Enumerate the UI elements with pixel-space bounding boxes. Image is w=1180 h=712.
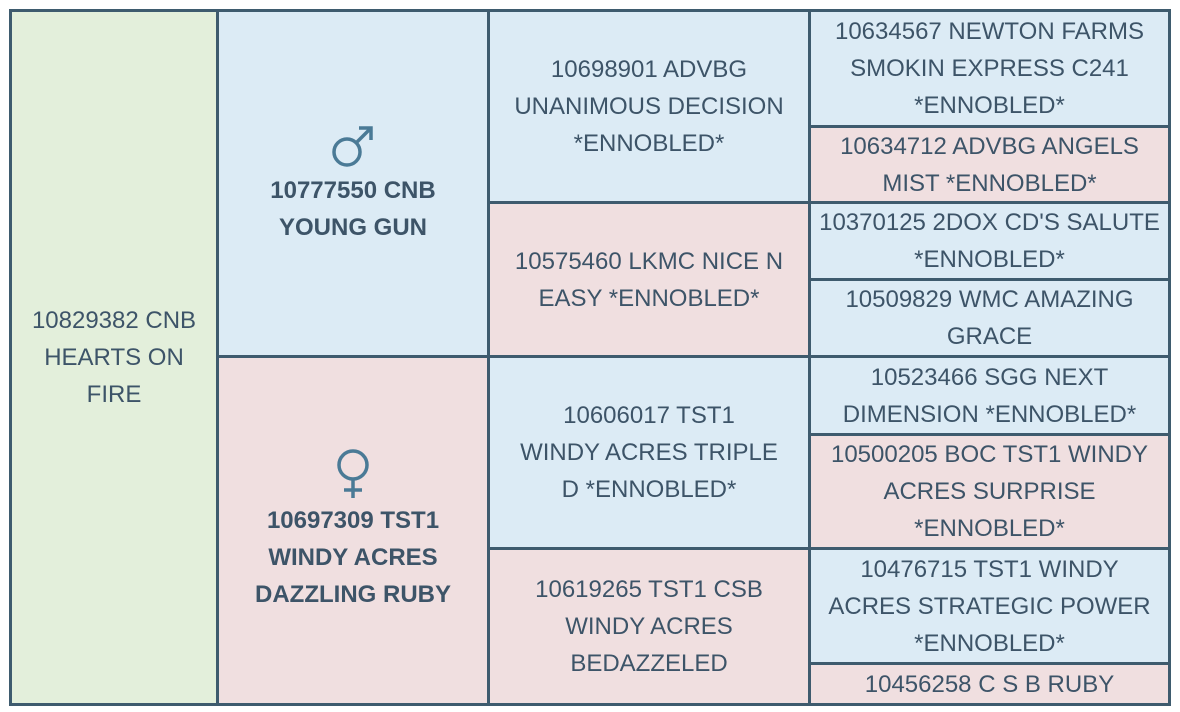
great-grandparent-name: 10634567 NEWTON FARMS SMOKIN EXPRESS C24…: [834, 18, 1144, 119]
dam-cell: 10697309 TST1 WINDY ACRES DAZZLING RUBY: [219, 358, 487, 703]
great-grandparent-cell: 10509829 WMC AMAZING GRACE: [811, 281, 1168, 355]
great-grandparent-cell: 10523466 SGG NEXT DIMENSION *ENNOBLED*: [811, 358, 1168, 433]
great-grandparent-cell: 10476715 TST1 WINDY ACRES STRATEGIC POWE…: [811, 550, 1168, 662]
sire-name: 10777550 CNB YOUNG GUN: [270, 176, 436, 241]
grandparent-cell: 10698901 ADVBG UNANIMOUS DECISION *ENNOB…: [490, 12, 808, 201]
female-symbol: [337, 449, 369, 498]
dam-name: 10697309 TST1 WINDY ACRES DAZZLING RUBY: [255, 507, 451, 608]
grandparent-name: 10619265 TST1 CSB WINDY ACRES BEDAZZELED: [535, 576, 763, 677]
great-grandparent-cell: 10500205 BOC TST1 WINDY ACRES SURPRISE *…: [811, 436, 1168, 547]
subject-cell: 10829382 CNB HEARTS ON FIRE: [12, 12, 216, 703]
great-grandparent-cell: 10634567 NEWTON FARMS SMOKIN EXPRESS C24…: [811, 12, 1168, 125]
grandparent-name: 10606017 TST1 WINDY ACRES TRIPLE D *ENNO…: [520, 402, 778, 503]
sire-cell: 10777550 CNB YOUNG GUN: [219, 12, 487, 355]
great-grandparent-name: 10476715 TST1 WINDY ACRES STRATEGIC POWE…: [828, 555, 1151, 657]
great-grandparent-name: 10634712 ADVBG ANGELS MIST *ENNOBLED*: [840, 132, 1139, 197]
great-grandparent-name: 10500205 BOC TST1 WINDY ACRES SURPRISE *…: [830, 441, 1149, 542]
great-grandparent-cell: 10370125 2DOX CD'S SALUTE *ENNOBLED*: [811, 204, 1168, 278]
great-grandparent-cell: 10634712 ADVBG ANGELS MIST *ENNOBLED*: [811, 128, 1168, 201]
grandparent-cell: 10575460 LKMC NICE N EASY *ENNOBLED*: [490, 204, 808, 355]
great-grandparent-name: 10456258 C S B RUBY: [864, 670, 1115, 698]
great-grandparent-cell: 10456258 C S B RUBY: [811, 665, 1168, 703]
grandparent-name: 10575460 LKMC NICE N EASY *ENNOBLED*: [514, 247, 784, 312]
great-grandparent-name: 10509829 WMC AMAZING GRACE: [845, 286, 1134, 350]
grandparent-cell: 10619265 TST1 CSB WINDY ACRES BEDAZZELED: [490, 550, 808, 703]
grandparent-name: 10698901 ADVBG UNANIMOUS DECISION *ENNOB…: [514, 56, 784, 157]
grandparent-cell: 10606017 TST1 WINDY ACRES TRIPLE D *ENNO…: [490, 358, 808, 547]
great-grandparent-name: 10523466 SGG NEXT DIMENSION *ENNOBLED*: [842, 363, 1137, 428]
subject-name: 10829382 CNB HEARTS ON FIRE: [31, 307, 197, 408]
male-symbol: [332, 125, 373, 167]
great-grandparent-name: 10370125 2DOX CD'S SALUTE *ENNOBLED*: [819, 209, 1160, 273]
